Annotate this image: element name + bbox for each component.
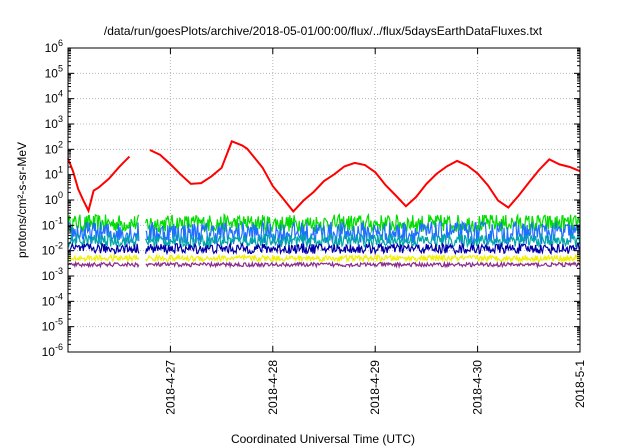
x-tick-label: 2018-4-30 bbox=[471, 360, 485, 415]
chart-title: /data/run/goesPlots/archive/2018-05-01/0… bbox=[104, 24, 543, 38]
x-tick-label: 2018-4-28 bbox=[266, 360, 280, 415]
x-tick-label: 2018-4-29 bbox=[368, 360, 382, 415]
x-axis-label: Coordinated Universal Time (UTC) bbox=[231, 432, 415, 446]
y-tick-label: 103 bbox=[45, 114, 63, 131]
y-tick-label: 101 bbox=[45, 165, 63, 182]
series-band-line bbox=[67, 241, 581, 256]
series-band-line bbox=[67, 232, 581, 249]
y-tick-label: 105 bbox=[45, 63, 63, 80]
y-tick-label: 104 bbox=[45, 89, 63, 106]
y-tick-label: 106 bbox=[45, 38, 63, 55]
series-red-line bbox=[67, 140, 581, 214]
y-tick-label: 10-1 bbox=[42, 215, 63, 232]
y-tick-label: 10-6 bbox=[42, 342, 63, 359]
x-tick-label: 2018-5-1 bbox=[573, 360, 587, 408]
grid bbox=[68, 48, 581, 352]
y-tick-label: 10-5 bbox=[42, 317, 63, 334]
y-axis-ticks: 10-6 10-5 10-4 10-3 10-2 10-1 100 101 102 103 104 1… bbox=[42, 38, 580, 359]
y-tick-label: 100 bbox=[45, 190, 63, 207]
x-axis-ticks: 2018-4-27 2018-4-28 2018-4-29 2018-4-30 2018… bbox=[163, 48, 587, 415]
series-group bbox=[67, 140, 581, 270]
y-tick-label: 102 bbox=[45, 139, 63, 156]
series-band-line bbox=[67, 252, 581, 264]
y-tick-label: 10-3 bbox=[42, 266, 63, 283]
y-axis-label: protons/cm²-s-sr-MeV bbox=[15, 142, 29, 258]
series-band-line bbox=[67, 260, 581, 270]
x-tick-label: 2018-4-27 bbox=[163, 360, 177, 415]
y-tick-label: 10-2 bbox=[42, 241, 63, 258]
y-tick-label: 10-4 bbox=[42, 291, 63, 308]
